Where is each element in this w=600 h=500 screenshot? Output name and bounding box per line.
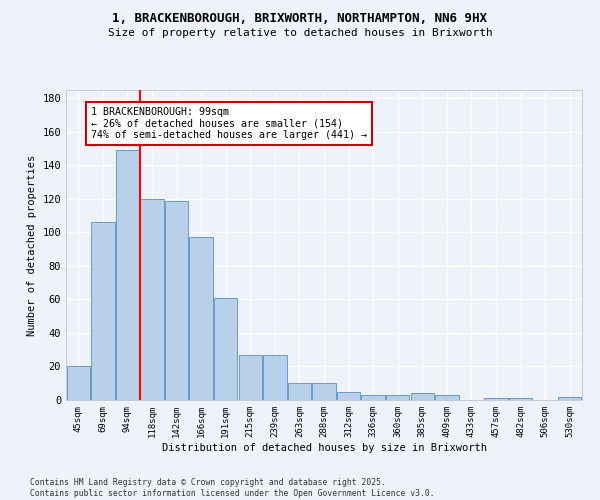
Bar xyxy=(165,200,188,400)
Y-axis label: Number of detached properties: Number of detached properties xyxy=(27,154,37,336)
Bar xyxy=(91,222,115,400)
Bar xyxy=(239,355,262,400)
Bar xyxy=(386,395,409,400)
Bar xyxy=(509,398,532,400)
Bar xyxy=(484,398,508,400)
Text: 1 BRACKENBOROUGH: 99sqm
← 26% of detached houses are smaller (154)
74% of semi-d: 1 BRACKENBOROUGH: 99sqm ← 26% of detache… xyxy=(91,107,367,140)
Bar xyxy=(140,199,164,400)
Bar xyxy=(190,238,213,400)
Bar xyxy=(435,395,458,400)
Bar xyxy=(288,383,311,400)
Bar xyxy=(558,396,581,400)
Bar xyxy=(410,394,434,400)
Text: Contains HM Land Registry data © Crown copyright and database right 2025.
Contai: Contains HM Land Registry data © Crown c… xyxy=(30,478,434,498)
Bar xyxy=(313,383,335,400)
Bar xyxy=(263,355,287,400)
Text: 1, BRACKENBOROUGH, BRIXWORTH, NORTHAMPTON, NN6 9HX: 1, BRACKENBOROUGH, BRIXWORTH, NORTHAMPTO… xyxy=(113,12,487,26)
Bar xyxy=(361,395,385,400)
Bar xyxy=(116,150,139,400)
X-axis label: Distribution of detached houses by size in Brixworth: Distribution of detached houses by size … xyxy=(161,442,487,452)
Text: Size of property relative to detached houses in Brixworth: Size of property relative to detached ho… xyxy=(107,28,493,38)
Bar xyxy=(67,366,90,400)
Bar xyxy=(214,298,238,400)
Bar xyxy=(337,392,360,400)
